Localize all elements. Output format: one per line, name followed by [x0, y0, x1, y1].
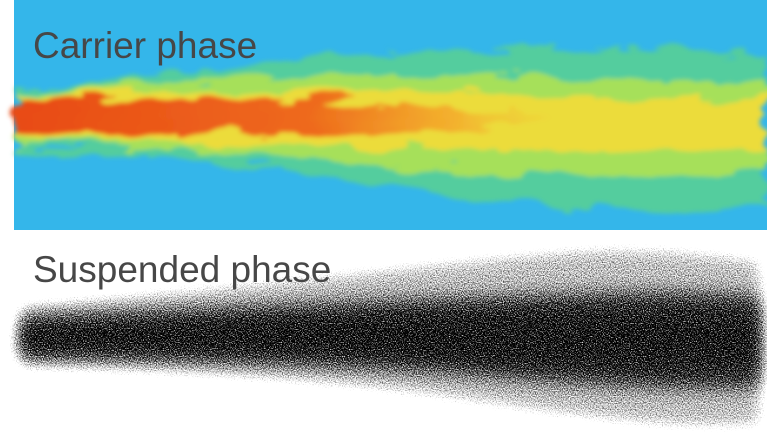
page: Carrier phase Suspended phase (() => { c…	[0, 0, 767, 447]
panel-label: Suspended phase	[33, 249, 331, 290]
carrier-panel: Carrier phase	[14, 0, 767, 230]
figure: Carrier phase Suspended phase	[0, 0, 767, 447]
suspended-panel: Suspended phase	[14, 243, 767, 433]
panel-label: Carrier phase	[33, 25, 257, 66]
